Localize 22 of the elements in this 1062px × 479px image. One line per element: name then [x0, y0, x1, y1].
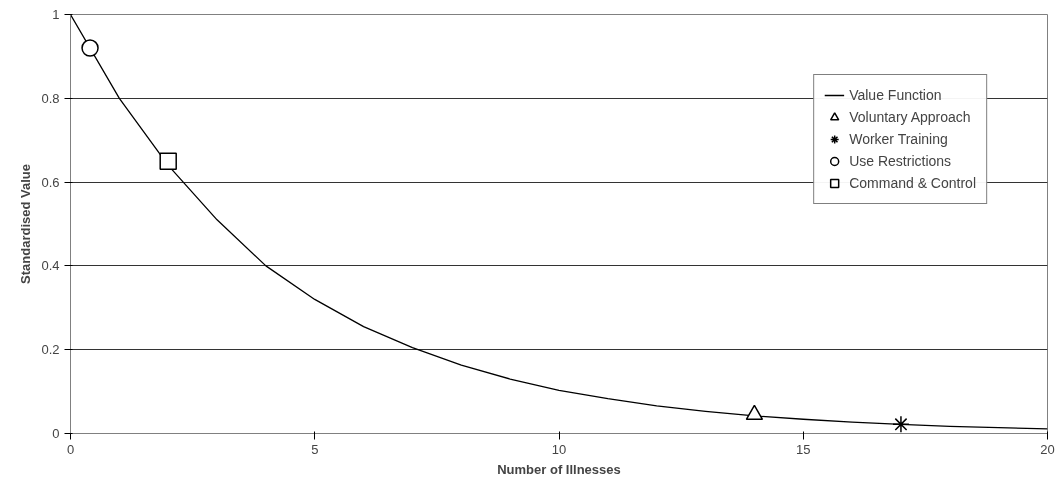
- point: [745, 404, 764, 421]
- y-axis-title: Standardised Value: [18, 164, 34, 284]
- legend-label: Worker Training: [849, 131, 948, 147]
- x-tick-label: 5: [311, 441, 319, 457]
- x-tick-label: 10: [551, 441, 567, 457]
- y-tick-label: 0: [52, 426, 60, 441]
- x-tick-label: 15: [796, 441, 811, 457]
- legend-label: Value Function: [849, 87, 942, 103]
- y-tick-label: 1: [52, 7, 60, 22]
- y-tick-label: 0.6: [41, 174, 60, 190]
- point: [159, 152, 177, 170]
- point: [892, 415, 910, 434]
- y-tick-label: 0.8: [41, 90, 60, 106]
- legend-label: Voluntary Approach: [849, 109, 971, 125]
- legend-label: Use Restrictions: [849, 153, 952, 169]
- point: [81, 39, 99, 57]
- x-axis-title: Number of Illnesses: [497, 461, 621, 477]
- x-tick-label: 20: [1040, 441, 1055, 457]
- y-tick-label: 0.2: [41, 342, 60, 358]
- legend-label: Command & Control: [849, 175, 976, 191]
- y-tick-label: 0.4: [41, 258, 60, 274]
- x-tick-label: 0: [66, 441, 75, 457]
